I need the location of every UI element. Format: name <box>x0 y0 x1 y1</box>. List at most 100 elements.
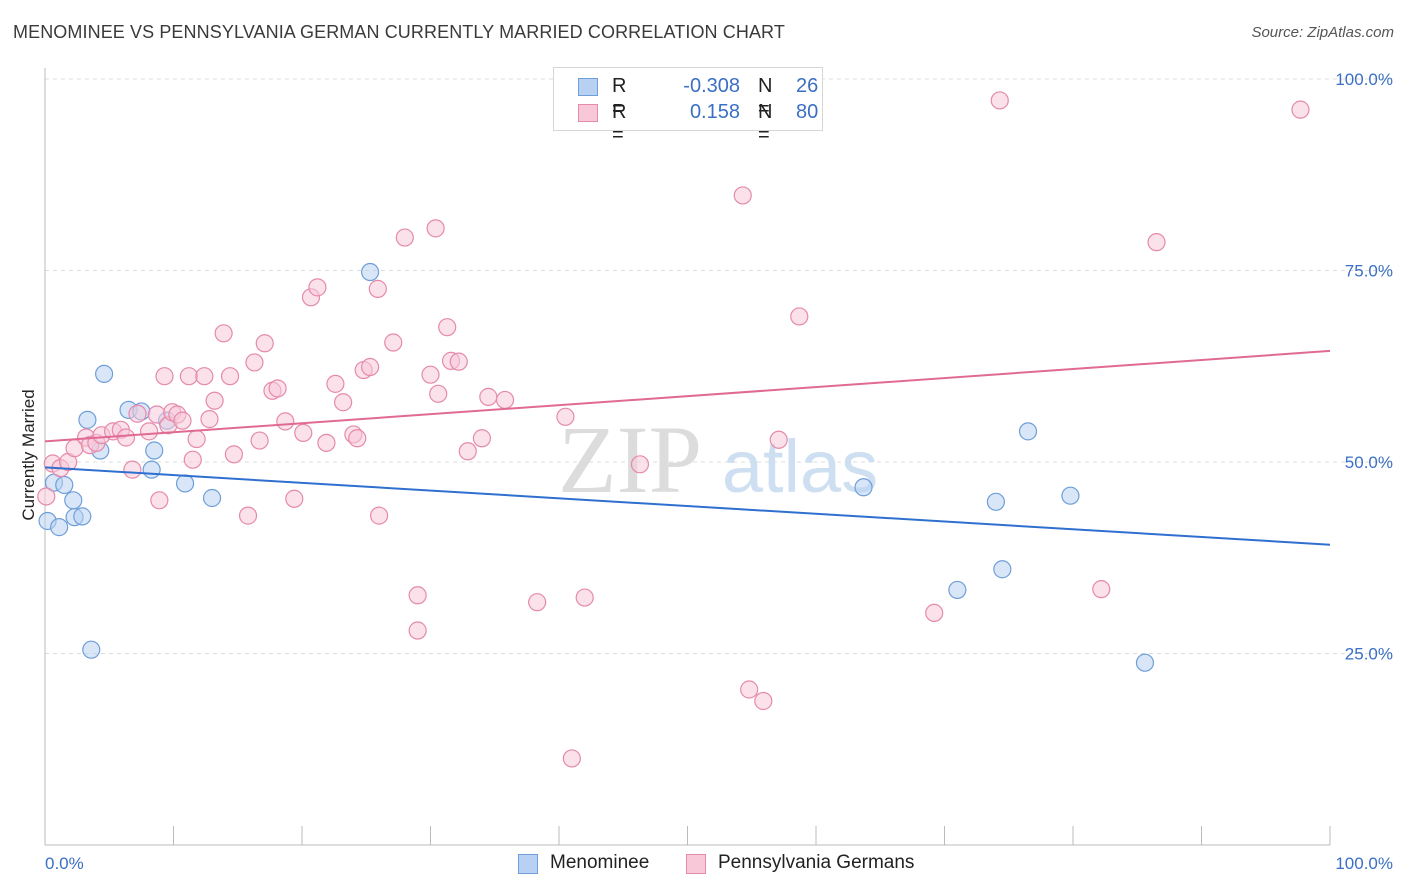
menominee-point <box>361 262 380 282</box>
y-tick-label: 25.0% <box>1345 645 1393 664</box>
pennsylvania-germans-point <box>276 412 295 431</box>
x-tick-label: 100.0% <box>1335 854 1393 873</box>
menominee-trend-line <box>44 466 1331 546</box>
pennsylvania-germans-point <box>308 278 327 297</box>
pennsylvania-germans-point <box>255 334 274 353</box>
legend-swatch-pennsylvania-germans <box>578 104 598 122</box>
pennsylvania-germans-point <box>183 450 202 469</box>
pennsylvania-germans-point <box>421 365 440 384</box>
pennsylvania-germans-point <box>317 433 336 452</box>
grid-lines <box>45 78 1392 654</box>
source-label: Source: ZipAtlas.com <box>1251 24 1394 41</box>
menominee-point <box>854 478 873 497</box>
pennsylvania-germans-point <box>630 455 650 474</box>
menominee-point <box>1018 422 1038 441</box>
legend-r-value: -0.308 <box>683 75 740 97</box>
y-tick-label: 75.0% <box>1345 262 1393 281</box>
trend-lines <box>44 349 1331 546</box>
legend-n-label: N = <box>758 101 773 146</box>
pennsylvania-germans-point <box>173 411 192 430</box>
pennsylvania-germans-point <box>408 621 427 640</box>
menominee-point <box>1135 653 1155 672</box>
legend-r-value: 0.158 <box>689 101 740 123</box>
pennsylvania-germans-point <box>150 491 169 510</box>
watermark-atlas: atlas <box>722 425 878 508</box>
pennsylvania-germans-point <box>116 428 136 447</box>
pennsylvania-germans-point <box>179 367 199 386</box>
legend-n-value: 80 <box>796 101 819 123</box>
pennsylvania-germans-point <box>426 219 445 238</box>
menominee-point <box>78 410 97 429</box>
pennsylvania-germans-point <box>754 691 773 711</box>
pennsylvania-germans-point <box>238 506 258 525</box>
menominee-point <box>993 560 1012 579</box>
menominee-point <box>50 518 69 537</box>
pennsylvania-germans-point <box>268 379 287 398</box>
pennsylvania-germans-point <box>449 352 468 371</box>
legend-n-label: N = <box>758 75 773 120</box>
pennsylvania-germans-trend-line <box>44 349 1331 443</box>
pennsylvania-germans-point <box>408 586 427 605</box>
pennsylvania-germans-point <box>740 680 759 699</box>
pennsylvania-germans-point <box>472 429 491 448</box>
pennsylvania-germans-point <box>200 410 219 429</box>
pennsylvania-germans-point <box>220 367 240 386</box>
pennsylvania-germans-point <box>294 423 313 442</box>
legend-swatch-menominee <box>578 78 598 96</box>
legend-r-label: R = <box>612 101 627 146</box>
pennsylvania-germans-point <box>370 506 389 525</box>
chart-title: MENOMINEE VS PENNSYLVANIA GERMAN CURRENT… <box>13 22 785 42</box>
pennsylvania-germans-point <box>384 333 403 352</box>
data-points <box>37 91 1310 768</box>
axes <box>44 68 1331 846</box>
menominee-point <box>73 507 92 526</box>
pennsylvania-germans-point <box>224 445 243 464</box>
menominee-point <box>948 580 967 600</box>
watermark-zip: ZIP <box>558 406 702 513</box>
pennsylvania-germans-point <box>187 429 206 449</box>
pennsylvania-germans-point <box>214 324 233 343</box>
pennsylvania-germans-point <box>790 307 809 326</box>
pennsylvania-germans-point <box>155 367 174 386</box>
y-tick-label: 100.0% <box>1335 70 1393 89</box>
pennsylvania-germans-point <box>37 487 56 506</box>
menominee-point <box>55 475 74 495</box>
pennsylvania-germans-point <box>429 384 448 403</box>
menominee-point <box>145 441 164 460</box>
y-tick-label: 50.0% <box>1345 453 1393 472</box>
pennsylvania-germans-point <box>368 279 387 298</box>
y-axis-title: Currently Married <box>19 389 38 520</box>
series-legend: Menominee Pennsylvania Germans <box>0 852 1406 878</box>
pennsylvania-germans-point <box>285 489 304 508</box>
pennsylvania-germans-point <box>733 186 752 205</box>
pennsylvania-germans-point <box>479 387 498 406</box>
pennsylvania-germans-point <box>990 91 1009 110</box>
pennsylvania-germans-point <box>458 442 477 461</box>
watermark: ZIP atlas <box>558 406 878 513</box>
menominee-point <box>1061 486 1080 505</box>
pennsylvania-germans-point <box>250 431 269 450</box>
x-tick-label: 0.0% <box>45 854 84 873</box>
menominee-point <box>175 474 195 493</box>
pennsylvania-germans-point <box>326 374 345 393</box>
series-swatch-menominee <box>518 854 538 874</box>
pennsylvania-germans-point <box>334 393 353 412</box>
menominee-point <box>82 640 101 659</box>
pennsylvania-germans-point <box>195 367 214 386</box>
pennsylvania-germans-point <box>361 357 380 377</box>
pennsylvania-germans-point <box>348 429 367 448</box>
pennsylvania-germans-point <box>575 588 594 607</box>
pennsylvania-germans-point <box>1147 233 1166 252</box>
pennsylvania-germans-point <box>1092 580 1111 599</box>
pennsylvania-germans-point <box>562 749 581 768</box>
legend-r-label: R = <box>612 75 627 120</box>
pennsylvania-germans-point <box>205 391 224 410</box>
pennsylvania-germans-point <box>495 390 515 410</box>
stats-legend: R = -0.308 N = 26 R = 0.158 N = 80 <box>553 67 823 146</box>
pennsylvania-germans-point <box>139 422 159 441</box>
series-label-menominee: Menominee <box>550 852 650 873</box>
pennsylvania-germans-point <box>245 353 264 372</box>
pennsylvania-germans-point <box>769 430 788 449</box>
pennsylvania-germans-point <box>395 228 414 247</box>
